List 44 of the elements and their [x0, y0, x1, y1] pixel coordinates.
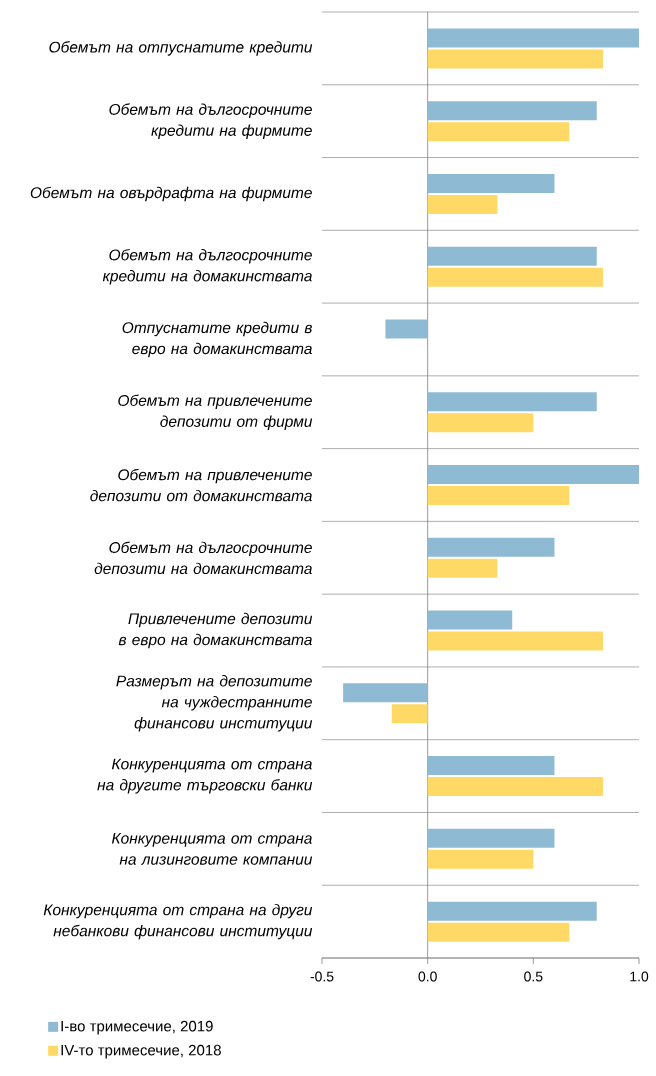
x-tick-label: 1.0 — [630, 971, 649, 982]
bar — [427, 173, 555, 193]
bar — [427, 828, 555, 848]
y-tick-label: Конкуренцията от страна на лизинговите компании — [111, 832, 313, 865]
x-tick-label: -0.5 — [310, 971, 334, 982]
bar — [427, 194, 498, 214]
bar — [427, 28, 639, 48]
y-tick-label: Обемът на дългосрочните кредити на фирмите — [109, 103, 312, 139]
y-tick-label: Обемът на привлечените депозити от домакинствата — [90, 468, 312, 502]
y-tick-label: Обемът на дългосрочните депозити на домакинствата — [94, 541, 312, 575]
bar — [427, 631, 604, 651]
bar — [427, 413, 534, 433]
y-tick-label: Привлечените депозити в евро на домакинствата — [118, 612, 313, 649]
bar — [427, 922, 570, 942]
bar — [427, 101, 597, 121]
y-tick-label: Обемът на дългосрочните кредити на домакинствата — [102, 248, 312, 285]
y-tick-label: Отпуснатите кредити в евро на домакинствата — [122, 321, 312, 358]
bar — [427, 267, 604, 287]
bar — [343, 683, 428, 703]
x-tick-label: 0.0 — [418, 971, 437, 982]
bar — [427, 777, 604, 797]
bar — [427, 756, 555, 776]
bar — [427, 486, 570, 505]
bar — [391, 704, 428, 724]
y-tick-label: Обемът на овърдрафта на фирмите — [30, 186, 312, 202]
bar — [427, 49, 604, 69]
x-tick-label: 0.5 — [524, 971, 543, 982]
bar — [427, 122, 570, 142]
bar — [427, 392, 597, 412]
y-tick-label: Размерът на депозитите на чуждестранните финансови институции — [116, 675, 313, 732]
bar — [427, 465, 639, 484]
bar — [427, 610, 513, 630]
y-tick-label: Обемът на привлечените депозити от фирми — [118, 394, 313, 431]
legend-label: I-во тримесечие, 2019 — [61, 1020, 213, 1035]
bar — [427, 246, 597, 266]
bar — [385, 319, 428, 339]
y-tick-label: Конкуренцията от страна на другите търговски банки — [97, 758, 313, 794]
bar — [427, 901, 597, 921]
bar — [427, 849, 534, 869]
bar — [427, 537, 555, 557]
bar — [427, 558, 498, 578]
y-tick-label: Конкуренцията от страна на други небанкови финансови институции — [43, 903, 313, 940]
legend-label: IV-то тримесечие, 2018 — [61, 1044, 221, 1059]
y-tick-label: Обемът на отпуснатите кредити — [49, 41, 313, 56]
